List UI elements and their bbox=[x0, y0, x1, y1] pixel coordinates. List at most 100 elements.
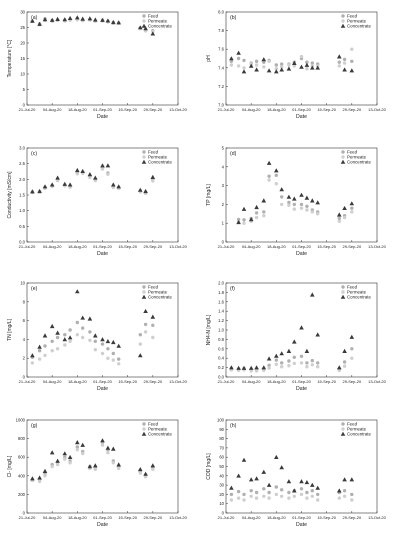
data-point-permeate bbox=[229, 63, 234, 67]
y-tick-label: 7.0 bbox=[218, 103, 224, 108]
data-point-concentrate bbox=[150, 174, 156, 179]
x-tick-label: 15-Sep-20 bbox=[317, 515, 336, 520]
legend-label: Feed bbox=[148, 422, 159, 427]
data-point-concentrate bbox=[349, 477, 355, 482]
data-point-concentrate bbox=[37, 475, 42, 480]
data-point-concentrate bbox=[100, 438, 105, 443]
legend-marker bbox=[142, 14, 146, 18]
data-point-concentrate bbox=[111, 339, 116, 345]
data-point-permeate bbox=[75, 172, 80, 176]
data-point-feed bbox=[280, 195, 284, 199]
x-tick-label: 18-Aug-20 bbox=[267, 379, 286, 384]
data-point-permeate bbox=[93, 178, 98, 183]
y-axis-label: NH4-N [mg/L] bbox=[206, 314, 212, 345]
data-point-feed bbox=[280, 488, 284, 492]
data-point-feed bbox=[106, 347, 110, 351]
legend-marker bbox=[141, 431, 147, 436]
data-point-feed bbox=[37, 349, 42, 353]
data-point-permeate bbox=[111, 461, 116, 465]
data-point-permeate bbox=[63, 343, 67, 347]
y-tick-label: 200 bbox=[18, 492, 26, 497]
data-point-concentrate bbox=[75, 289, 80, 294]
legend-marker bbox=[341, 285, 345, 289]
data-point-permeate bbox=[287, 63, 291, 67]
data-point-permeate bbox=[310, 363, 314, 367]
data-point-concentrate bbox=[75, 15, 80, 20]
x-axis-label: Date bbox=[97, 386, 108, 392]
legend-label: Feed bbox=[347, 285, 358, 290]
data-point-permeate bbox=[229, 498, 234, 502]
data-point-concentrate bbox=[261, 198, 267, 203]
y-tick-label: 100 bbox=[217, 418, 225, 423]
y-tick-label: 1.0 bbox=[218, 328, 224, 333]
data-point-concentrate bbox=[137, 353, 143, 358]
data-point-concentrate bbox=[49, 450, 55, 455]
data-point-concentrate bbox=[279, 187, 284, 192]
data-point-concentrate bbox=[67, 15, 73, 20]
data-point-feed bbox=[342, 360, 347, 364]
data-point-concentrate bbox=[75, 167, 80, 173]
data-point-feed bbox=[229, 492, 234, 497]
x-tick-label: 29-Sep-20 bbox=[143, 107, 162, 112]
x-tick-label: 18-Aug-20 bbox=[267, 244, 286, 249]
data-point-permeate bbox=[236, 496, 241, 500]
legend-marker bbox=[341, 155, 345, 159]
data-point-permeate bbox=[93, 467, 98, 471]
x-tick-label: 21-Jul-20 bbox=[218, 515, 235, 520]
y-tick-label: 90 bbox=[219, 427, 224, 432]
x-tick-label: 13-Oct-20 bbox=[169, 107, 188, 112]
legend-label: Concentrate bbox=[148, 295, 172, 300]
data-point-concentrate bbox=[248, 63, 254, 68]
data-point-concentrate bbox=[310, 198, 315, 203]
data-point-concentrate bbox=[292, 339, 297, 344]
data-point-permeate bbox=[310, 210, 314, 214]
data-point-concentrate bbox=[150, 463, 156, 468]
x-tick-label: 13-Oct-20 bbox=[169, 515, 188, 520]
data-point-concentrate bbox=[299, 64, 304, 69]
data-point-concentrate bbox=[292, 60, 297, 65]
data-point-concentrate bbox=[80, 442, 85, 447]
data-point-feed bbox=[75, 445, 80, 449]
data-point-feed bbox=[342, 57, 347, 62]
data-point-concentrate bbox=[143, 471, 148, 476]
data-point-feed bbox=[267, 174, 271, 178]
x-tick-label: 21-Jul-20 bbox=[218, 379, 235, 384]
data-point-concentrate bbox=[286, 348, 292, 353]
legend-label: Permeate bbox=[347, 19, 367, 24]
data-point-permeate bbox=[305, 208, 309, 212]
data-point-concentrate bbox=[62, 17, 67, 22]
data-point-feed bbox=[100, 342, 105, 346]
data-point-concentrate bbox=[150, 314, 156, 319]
y-tick-label: 50 bbox=[219, 464, 224, 469]
data-point-concentrate bbox=[304, 348, 310, 353]
data-point-feed bbox=[305, 60, 309, 64]
data-point-feed bbox=[274, 173, 278, 177]
legend-marker bbox=[142, 155, 146, 159]
data-point-feed bbox=[267, 490, 271, 495]
y-tick-label: 0.4 bbox=[218, 356, 224, 361]
data-point-concentrate bbox=[236, 50, 241, 55]
data-point-concentrate bbox=[229, 485, 234, 490]
data-point-feed bbox=[229, 59, 234, 63]
data-point-permeate bbox=[254, 215, 259, 220]
data-point-permeate bbox=[299, 206, 304, 210]
data-point-permeate bbox=[280, 65, 284, 69]
data-point-feed bbox=[143, 322, 148, 327]
data-point-permeate bbox=[43, 353, 47, 358]
data-point-concentrate bbox=[42, 468, 48, 473]
y-tick-label: 800 bbox=[18, 436, 26, 441]
data-point-feed bbox=[117, 357, 121, 361]
y-tick-label: 3 bbox=[222, 183, 225, 188]
data-point-concentrate bbox=[241, 206, 247, 211]
data-point-feed bbox=[254, 211, 259, 215]
data-point-permeate bbox=[50, 349, 54, 353]
data-point-permeate bbox=[50, 464, 54, 469]
data-point-concentrate bbox=[261, 469, 267, 474]
data-point-permeate bbox=[249, 494, 253, 498]
data-point-permeate bbox=[93, 348, 98, 352]
x-tick-label: 04-Aug-20 bbox=[242, 379, 261, 384]
data-point-feed bbox=[236, 217, 241, 222]
data-point-concentrate bbox=[315, 65, 320, 70]
x-tick-label: 04-Aug-20 bbox=[242, 515, 261, 520]
data-point-concentrate bbox=[55, 16, 60, 21]
